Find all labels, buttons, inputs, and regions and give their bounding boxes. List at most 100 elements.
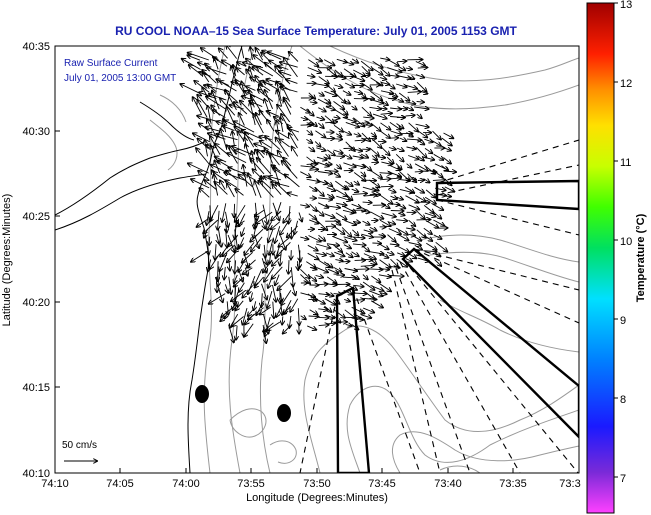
- current-vector: [205, 180, 217, 190]
- site-marker-1: [195, 385, 209, 403]
- current-vector: [324, 284, 337, 285]
- current-vector: [283, 305, 292, 314]
- current-vector: [397, 233, 409, 240]
- current-vector: [318, 76, 329, 84]
- current-vector: [435, 241, 448, 251]
- current-vector: [212, 91, 220, 110]
- current-vector: [343, 236, 357, 241]
- current-vector: [333, 124, 343, 132]
- current-vector: [191, 250, 208, 261]
- current-vector: [381, 162, 391, 164]
- current-vector: [269, 253, 270, 264]
- current-vector: [362, 220, 370, 225]
- current-vector: [300, 292, 315, 297]
- current-vector: [351, 189, 359, 192]
- current-vector: [191, 179, 210, 189]
- current-vector: [424, 212, 436, 216]
- current-vector: [308, 316, 319, 317]
- current-vector: [442, 148, 451, 151]
- current-vector: [362, 163, 371, 171]
- current-vector: [316, 209, 323, 216]
- current-vector: [388, 228, 401, 234]
- current-vector: [405, 195, 419, 203]
- current-vector: [433, 234, 442, 239]
- current-vector: [432, 130, 441, 139]
- current-vector: [215, 157, 227, 163]
- current-vector: [352, 164, 365, 167]
- current-vector: [253, 226, 255, 238]
- current-vector: [395, 163, 402, 170]
- current-vector: [390, 196, 398, 199]
- surface-current-vectors: [181, 46, 457, 343]
- current-vector: [354, 140, 365, 141]
- inset-label-date: July 01, 2005 13:00 GMT: [64, 73, 176, 84]
- current-vector: [248, 308, 255, 316]
- current-vector: [379, 259, 391, 268]
- current-vector: [315, 253, 326, 255]
- current-vector: [306, 139, 312, 143]
- current-vector: [414, 171, 423, 172]
- current-vector: [234, 229, 238, 250]
- current-vector: [408, 234, 415, 235]
- current-vector: [353, 222, 360, 223]
- current-vector: [218, 210, 220, 230]
- current-vector: [363, 195, 377, 196]
- axis-ticks: [54, 45, 580, 474]
- current-vector: [387, 59, 399, 66]
- current-vector: [284, 58, 298, 78]
- current-vector: [204, 229, 208, 237]
- current-vector: [255, 209, 265, 216]
- current-vector: [380, 91, 393, 94]
- current-vector: [280, 139, 290, 148]
- current-vector: [408, 219, 416, 226]
- colorbar-title: Temperature (°C): [635, 213, 647, 302]
- current-vector: [380, 58, 389, 60]
- current-vector: [217, 134, 238, 141]
- current-vector: [416, 139, 425, 145]
- current-vector: [243, 165, 248, 187]
- current-vector: [309, 203, 317, 211]
- current-vector: [386, 252, 394, 254]
- current-vector: [325, 122, 337, 123]
- current-vector: [236, 220, 245, 227]
- current-vector: [417, 67, 428, 68]
- current-vector: [316, 179, 327, 184]
- current-vector: [408, 204, 420, 210]
- current-vector: [288, 193, 298, 196]
- current-vector: [254, 235, 259, 248]
- current-vector: [345, 121, 359, 127]
- current-vector: [226, 46, 238, 59]
- current-vector: [351, 106, 357, 110]
- current-vector: [432, 210, 442, 219]
- current-vector: [380, 113, 392, 114]
- current-vector: [248, 276, 256, 294]
- current-vector: [220, 181, 226, 190]
- current-vector: [220, 314, 228, 321]
- current-vector: [379, 269, 390, 270]
- current-vector: [389, 276, 404, 277]
- current-vector: [335, 189, 347, 197]
- current-vector: [224, 266, 225, 279]
- current-vector: [207, 211, 210, 225]
- current-vector: [395, 227, 408, 235]
- current-vector: [309, 309, 318, 315]
- current-vector: [417, 155, 424, 161]
- current-vector: [254, 219, 255, 229]
- y-tick-label: 40:35: [22, 41, 50, 53]
- current-vector: [396, 148, 404, 151]
- current-vector: [423, 178, 430, 183]
- current-vector: [275, 226, 281, 243]
- current-vector: [341, 108, 348, 114]
- current-vector: [424, 139, 432, 142]
- current-vector: [371, 188, 379, 191]
- current-vector: [342, 261, 349, 262]
- current-vector: [333, 117, 340, 118]
- current-vector: [406, 107, 414, 110]
- current-vector: [235, 243, 244, 252]
- current-vector: [334, 251, 344, 256]
- current-vector: [387, 234, 396, 242]
- current-vector: [314, 186, 324, 196]
- current-vector: [386, 83, 395, 89]
- current-vector: [309, 169, 318, 170]
- colorbar-tick-label: 11: [620, 157, 631, 169]
